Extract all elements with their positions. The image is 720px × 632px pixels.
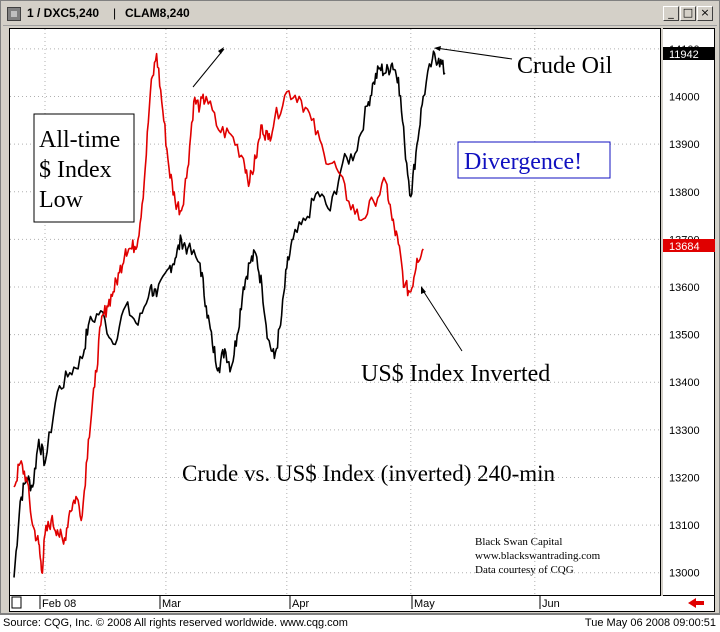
price-scale[interactable]: 1410014000139001380013700136001350013400… [663,28,715,596]
scroll-right-arrow-icon[interactable] [688,598,704,608]
y-tick-label: 13100 [669,520,700,532]
y-tick-label: 14000 [669,92,700,104]
time-axis-svg: Feb 08 Mar Apr May Jun [11,596,704,610]
usd-index-series-line [13,52,424,574]
x-tick-label: Apr [292,598,309,610]
chart-window: 1 / DXC5,240 | CLAM8,240 _ □ × All-time … [0,0,720,614]
window-menu-icon[interactable] [7,7,21,21]
close-button[interactable]: × [697,6,713,21]
crude-oil-series-line [13,50,446,578]
divergence-box [457,141,611,179]
chart-plot-area[interactable]: All-time $ Index Low Crude Oil Divergenc… [9,28,661,596]
crude-oil-arrowhead [434,46,441,51]
title-symbol-1: 1 / DXC5,240 [27,6,100,20]
x-tick-labels: Feb 08 Mar Apr May Jun [39,596,560,610]
title-bar: 1 / DXC5,240 | CLAM8,240 _ □ × [3,3,717,26]
status-source: Source: CQG, Inc. © 2008 All rights rese… [3,617,348,629]
status-bar: Source: CQG, Inc. © 2008 All rights rese… [0,614,720,632]
y-tick-label: 13600 [669,282,700,294]
title-separator: | [113,6,117,20]
all-time-arrowhead [218,47,224,54]
usd-arrow [421,288,463,352]
usd-last-box [663,239,715,252]
maximize-button[interactable]: □ [680,6,696,21]
usd-inverted-label: US$ Index Inverted [361,361,550,387]
usd-last-value: 13684 [669,241,700,253]
time-axis[interactable]: Feb 08 Mar Apr May Jun [9,596,715,612]
credit-line-2: www.blackswantrading.com [475,550,601,562]
y-tick-label: 13800 [669,187,700,199]
all-time-box [33,113,135,223]
y-tick-label: 13000 [669,568,700,580]
title-symbol-2: CLAM8,240 [125,6,190,20]
all-time-arrow [192,48,225,88]
all-time-line-1: All-time [39,127,120,153]
crude-last-box [663,47,715,60]
x-tick-label: Jun [542,598,560,610]
x-tick-label: May [414,598,435,610]
chart-annotations: All-time $ Index Low Crude Oil Divergenc… [33,46,613,576]
y-tick-label: 13300 [669,425,700,437]
minimize-button[interactable]: _ [663,6,679,21]
usd-arrowhead [421,286,426,294]
y-tick-label: 13500 [669,330,700,342]
y-tick-label: 13200 [669,472,700,484]
chart-svg: All-time $ Index Low Crude Oil Divergenc… [10,29,660,595]
credit-line-1: Black Swan Capital [475,536,562,548]
status-timestamp: Tue May 06 2008 09:00:51 [584,617,716,629]
scroll-box[interactable] [11,596,22,609]
y-tick-label: 13400 [669,377,700,389]
all-time-line-3: Low [39,187,84,213]
y-tick-labels: 1410014000139001380013700136001350013400… [669,44,700,580]
divergence-label: Divergence! [464,149,582,175]
crude-oil-arrow [435,47,513,60]
price-scale-svg: 1410014000139001380013700136001350013400… [663,44,715,580]
crude-last-value: 11942 [669,49,699,61]
credit-line-3: Data courtesy of CQG [475,564,574,576]
all-time-line-2: $ Index [39,157,112,183]
crude-oil-label: Crude Oil [517,53,613,79]
x-tick-label: Mar [162,598,181,610]
chart-subtitle: Crude vs. US$ Index (inverted) 240-min [182,461,556,486]
chart-series [13,50,446,578]
x-tick-label: Feb 08 [42,598,76,610]
y-tick-label: 13900 [669,139,700,151]
